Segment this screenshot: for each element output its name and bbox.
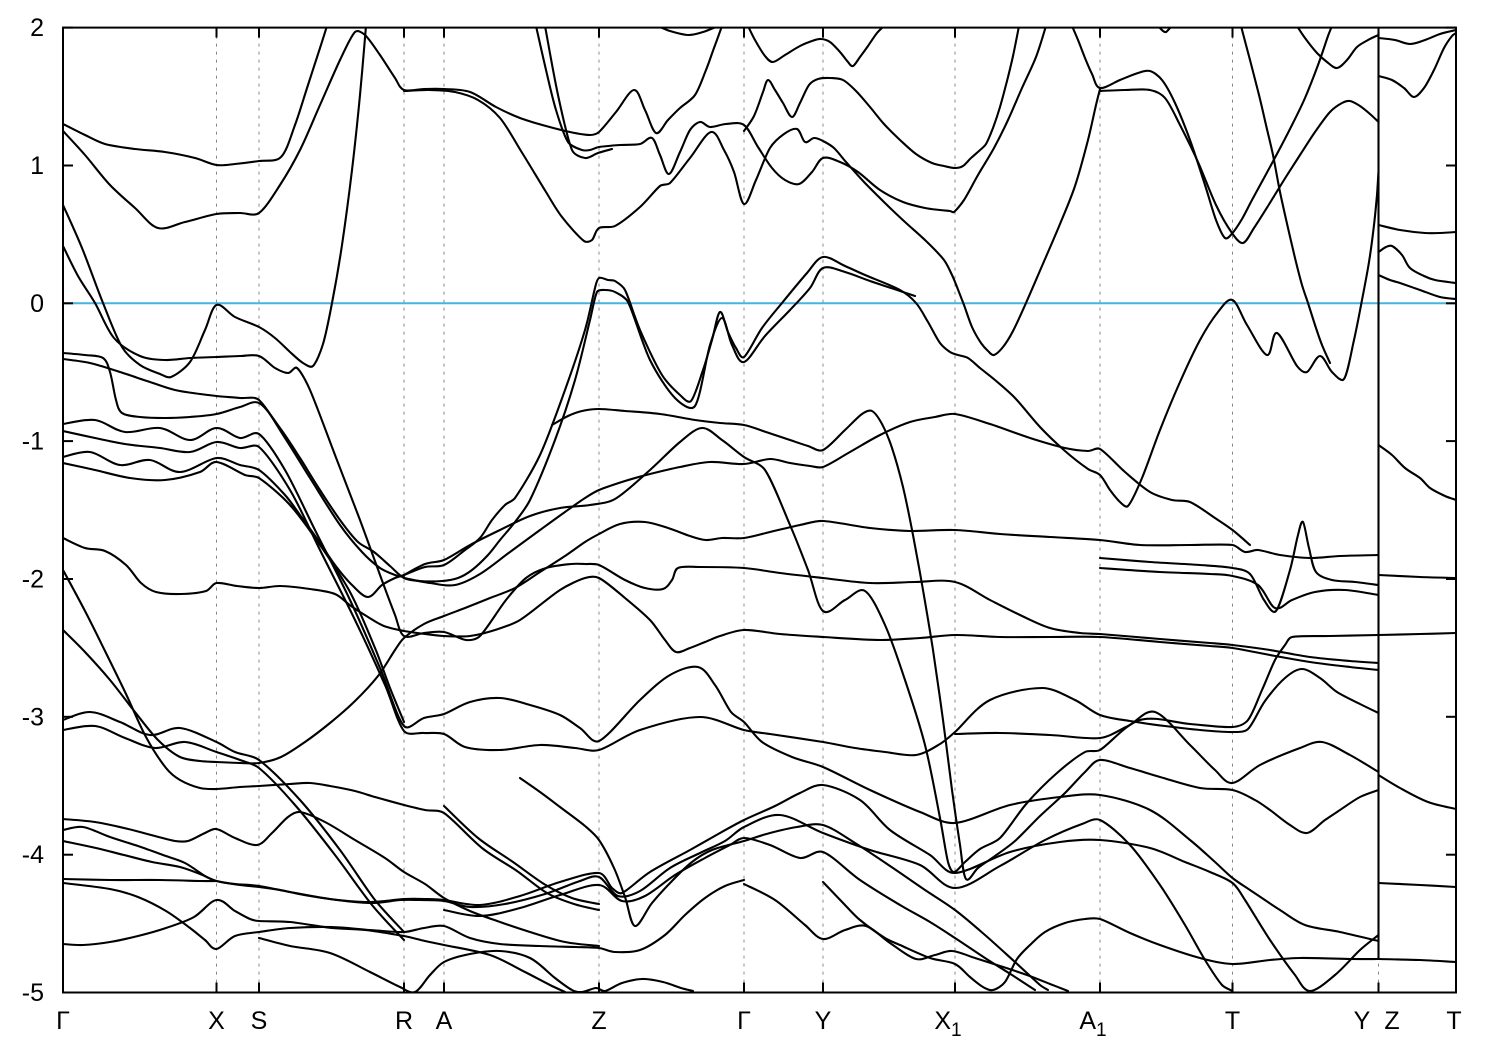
svg-text:Z: Z (591, 1007, 606, 1035)
svg-text:Y: Y (1354, 1007, 1371, 1035)
svg-text:Γ: Γ (56, 1007, 70, 1035)
svg-text:2: 2 (30, 14, 44, 42)
svg-text:Z: Z (1384, 1007, 1399, 1035)
svg-text:S: S (251, 1007, 268, 1035)
svg-text:X: X (208, 1007, 225, 1035)
svg-text:-1: -1 (22, 428, 44, 456)
svg-text:-4: -4 (22, 841, 44, 869)
svg-text:T: T (1446, 1007, 1461, 1035)
svg-text:R: R (395, 1007, 413, 1035)
svg-text:-2: -2 (22, 566, 44, 594)
svg-text:Γ: Γ (737, 1007, 751, 1035)
svg-text:Y: Y (815, 1007, 832, 1035)
svg-text:0: 0 (30, 290, 44, 318)
svg-text:A: A (436, 1007, 453, 1035)
svg-text:T: T (1225, 1007, 1240, 1035)
svg-text:-3: -3 (22, 703, 44, 731)
svg-text:-5: -5 (22, 979, 44, 1007)
svg-text:1: 1 (30, 152, 44, 180)
